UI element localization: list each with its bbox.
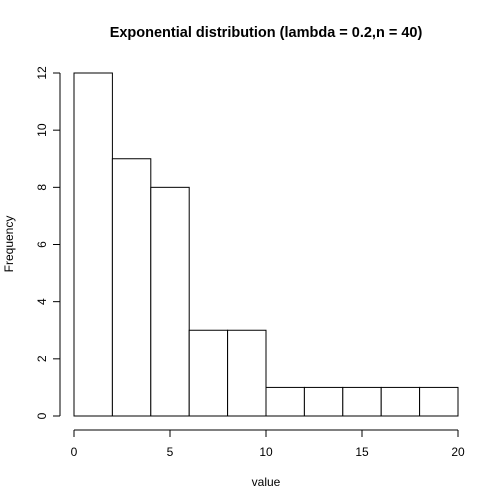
- y-tick-label-3: 6: [35, 241, 49, 248]
- histogram-bar-2: [150, 186, 190, 417]
- y-axis: 0 2 4 6 8 10 12: [35, 66, 61, 419]
- x-tick-label-1: 5: [167, 445, 174, 459]
- x-axis: 0 5 10 15 20: [71, 429, 465, 459]
- x-axis-label: value: [252, 475, 281, 489]
- histogram-bar-3: [188, 329, 229, 417]
- y-tick-label-4: 8: [35, 184, 49, 191]
- y-tick-label-0: 0: [35, 412, 49, 419]
- chart-title: Exponential distribution (lambda = 0.2,n…: [110, 25, 423, 41]
- y-tick-label-6: 12: [35, 66, 49, 80]
- x-tick-label-4: 20: [451, 445, 465, 459]
- y-tick-label-5: 10: [35, 123, 49, 137]
- y-axis-label: Frequency: [2, 216, 16, 273]
- bars-group: [73, 72, 459, 417]
- histogram-bar-1: [111, 158, 152, 417]
- histogram-bar-4: [227, 329, 267, 417]
- y-tick-label-2: 4: [35, 298, 49, 305]
- y-tick-label-1: 2: [35, 355, 49, 362]
- histogram-bar-8: [380, 386, 421, 417]
- x-tick-label-3: 15: [355, 445, 369, 459]
- histogram-bar-9: [419, 386, 459, 417]
- histogram-bar-5: [265, 386, 305, 417]
- histogram-bar-6: [303, 386, 344, 417]
- histogram-bar-7: [342, 386, 382, 417]
- x-tick-label-0: 0: [71, 445, 78, 459]
- histogram-bar-0: [73, 72, 113, 417]
- x-tick-label-2: 10: [259, 445, 273, 459]
